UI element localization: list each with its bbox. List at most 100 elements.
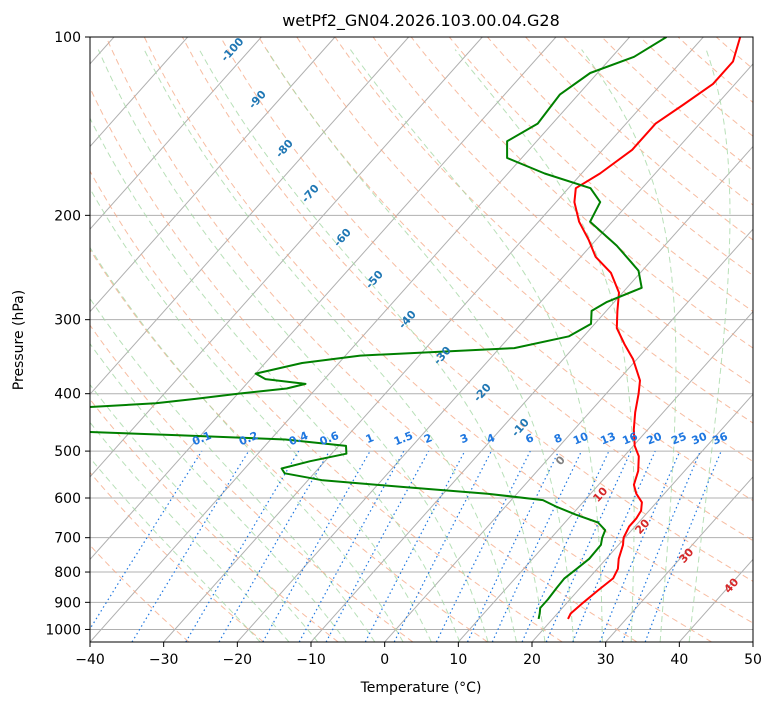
- moist-adiabat: [266, 49, 575, 642]
- mixing-ratio-line: [298, 450, 405, 642]
- mixing-ratio-line: [621, 450, 701, 642]
- isotherm-gridline: [90, 37, 189, 148]
- y-tick-label: 600: [54, 491, 81, 507]
- mixing-ratio-label: 36: [711, 430, 730, 448]
- mixing-ratio-line: [325, 450, 430, 642]
- dry-adiabat: [90, 170, 563, 642]
- dry-adiabat: [258, 37, 753, 502]
- isotherm-gridline: [310, 145, 753, 642]
- moist-adiabat: [90, 187, 432, 642]
- moist-adiabat: [198, 49, 546, 642]
- mixing-ratio-line: [131, 450, 250, 642]
- mixing-ratio-line: [545, 450, 632, 642]
- mixing-ratio-line: [521, 450, 610, 642]
- x-tick-label: −10: [296, 652, 326, 668]
- mixing-ratio-line: [599, 450, 681, 642]
- dry-adiabat: [410, 37, 753, 349]
- x-tick-label: −30: [149, 652, 179, 668]
- mixing-ratio-label: 20: [645, 430, 664, 448]
- reference-lines-layer: [90, 37, 753, 642]
- x-tick-label: 0: [380, 652, 389, 668]
- y-tick-label: 700: [54, 531, 81, 547]
- isotherm-gridline: [90, 37, 262, 230]
- x-tick-label: 30: [597, 652, 615, 668]
- plot-frame: [89, 36, 754, 643]
- temperature-profile-line: [567, 37, 742, 620]
- moist-adiabat: [90, 117, 461, 642]
- mixing-ratio-label: 8: [552, 431, 564, 446]
- dry-adiabat: [220, 37, 753, 542]
- moist-adiabat: [349, 49, 603, 642]
- dry-adiabat: [487, 37, 753, 277]
- y-tick-label: 1000: [45, 622, 81, 638]
- y-tick-label: 400: [54, 387, 81, 403]
- moist-adiabat: [90, 342, 347, 642]
- moist-adiabat: [90, 297, 376, 642]
- dry-adiabat: [296, 37, 753, 463]
- isotherm-gridline: [384, 228, 753, 642]
- isotherm-gridline: [90, 37, 483, 478]
- mixing-ratio-label: 2: [422, 431, 434, 446]
- isotherm-gridline: [90, 37, 631, 642]
- y-tick-label: 800: [54, 565, 81, 581]
- y-tick-label: 500: [54, 444, 81, 460]
- moist-adiabat: [90, 457, 261, 642]
- mixing-ratio-line: [466, 450, 560, 642]
- y-tick-label: 300: [54, 313, 81, 329]
- y-tick-label: 200: [54, 208, 81, 224]
- mixing-ratio-line: [262, 450, 371, 642]
- chart-title: wetPf2_GN04.2026.103.00.04.G28: [282, 11, 560, 31]
- mixing-ratio-label: 3: [458, 431, 470, 446]
- y-axis-ticks: 100 200 300 400 500 600 700 800 900 1000: [45, 30, 90, 638]
- x-tick-label: 50: [744, 652, 762, 668]
- mixing-ratio-line: [491, 450, 583, 642]
- grid-layer: [90, 37, 753, 642]
- isotherm-gridline: [531, 393, 753, 642]
- x-tick-label: 20: [523, 652, 541, 668]
- moist-adiabat: [90, 383, 319, 642]
- mixing-ratio-label: 25: [669, 430, 688, 448]
- dry-adiabat: [90, 324, 414, 642]
- y-tick-label: 100: [54, 30, 81, 46]
- mixing-ratio-label: 1: [364, 431, 376, 446]
- dry-adiabat: [90, 398, 339, 642]
- mixing-ratio-line: [644, 450, 722, 642]
- x-axis-ticks: −40 −30 −20 −10 0 10 20 30 40 50: [75, 642, 762, 668]
- dry-adiabat: [105, 37, 712, 642]
- mixing-ratio-label: 30: [690, 430, 709, 448]
- dewpoint-profile-line: [90, 37, 668, 620]
- mixing-ratio-line: [218, 450, 331, 642]
- x-tick-label: 10: [449, 652, 467, 668]
- y-axis-label: Pressure (hPa): [11, 290, 27, 390]
- isotherm-gridline: [163, 37, 704, 642]
- mixing-ratio-line: [572, 450, 656, 642]
- series-layer: [90, 37, 742, 620]
- isotherm-gridline: [90, 37, 557, 561]
- mixing-ratio-label: 16: [621, 430, 640, 448]
- dry-adiabat: [563, 37, 753, 206]
- x-tick-label: −20: [223, 652, 253, 668]
- mixing-ratio-line: [185, 450, 300, 642]
- dry-adiabat: [143, 37, 753, 624]
- moist-adiabat: [90, 246, 404, 642]
- isotherm-gridline: [605, 476, 753, 642]
- isotherm-gridline: [236, 63, 753, 642]
- dry-adiabat: [90, 248, 488, 642]
- dry-adiabat: [181, 37, 753, 582]
- mixing-ratio-line: [90, 450, 203, 630]
- dry-adiabat: [372, 37, 753, 386]
- mixing-ratio-label: 13: [598, 430, 617, 448]
- x-axis-label: Temperature (°C): [360, 680, 482, 696]
- moist-adiabat: [90, 421, 290, 642]
- moist-adiabat: [688, 49, 731, 642]
- mixing-ratio-label: 10: [571, 430, 590, 448]
- isotherm-gridline: [90, 37, 336, 313]
- y-tick-label: 900: [54, 595, 81, 611]
- dry-adiabat: [525, 37, 753, 241]
- moist-adiabat: [581, 49, 677, 642]
- isotherm-gridline: [90, 37, 410, 395]
- x-tick-label: 40: [670, 652, 688, 668]
- x-tick-label: −40: [75, 652, 105, 668]
